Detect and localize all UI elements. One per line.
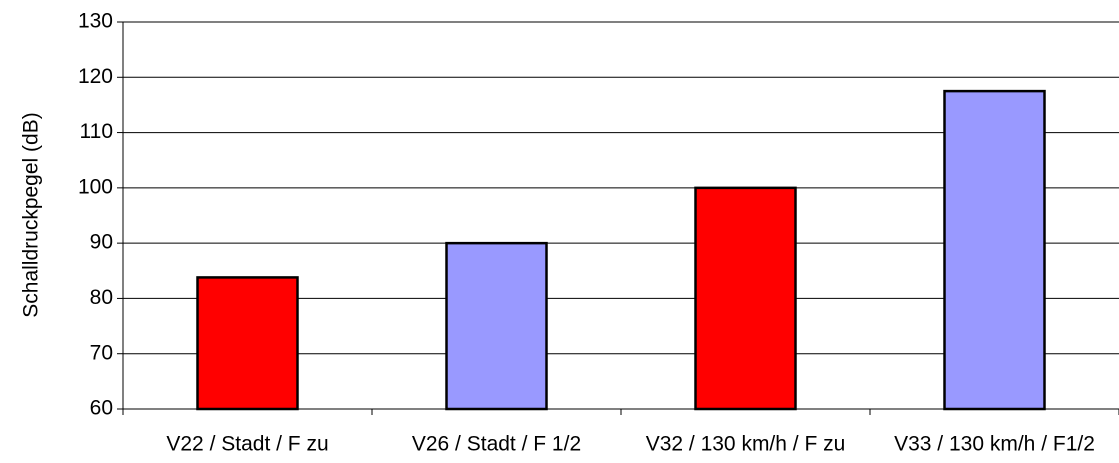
bar [445, 241, 548, 411]
x-tick-label: V22 / Stadt / F zu [166, 433, 328, 456]
y-axis-title: Schalldruckpegel (dB) [20, 112, 43, 317]
y-tick-label: 60 [90, 397, 113, 420]
bar [196, 276, 299, 411]
y-tick-label: 70 [90, 341, 113, 364]
y-tick-label: 80 [90, 286, 113, 309]
x-tick-label: V26 / Stadt / F 1/2 [412, 433, 581, 456]
y-tick-label: 120 [78, 65, 113, 88]
x-tick-label: V33 / 130 km/h / F1/2 [894, 433, 1095, 456]
y-tick-label: 130 [78, 10, 113, 33]
y-tick-label: 90 [90, 231, 113, 254]
y-tick-label: 100 [78, 175, 113, 198]
bar [943, 89, 1046, 411]
y-tick-label: 110 [80, 120, 113, 143]
bar [694, 186, 797, 411]
x-tick-label: V32 / 130 km/h / F zu [646, 433, 846, 456]
